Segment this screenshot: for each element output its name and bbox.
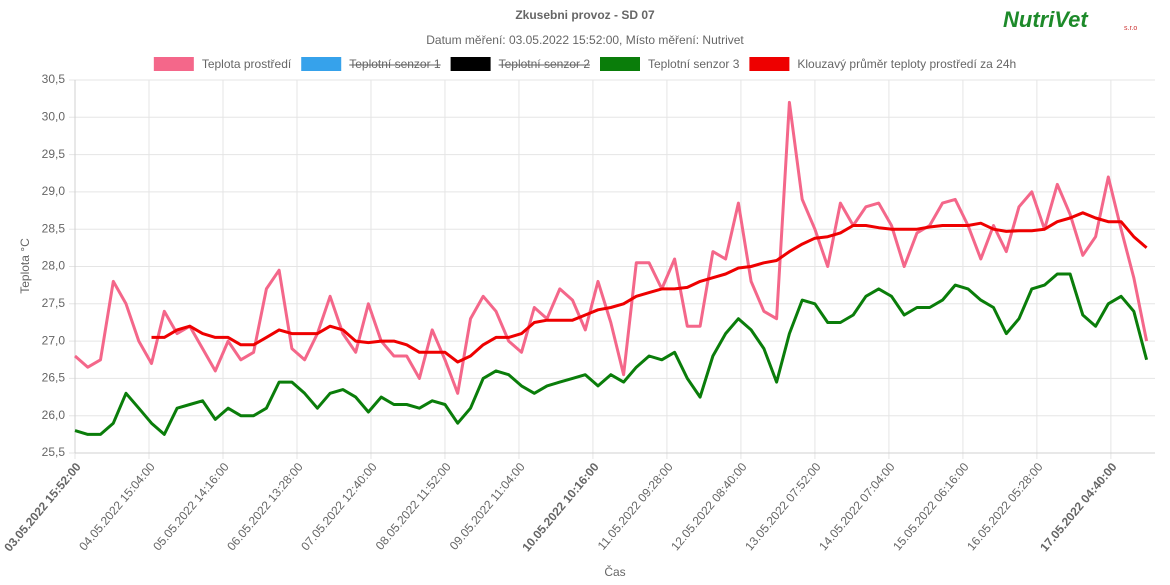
x-tick-label: 10.05.2022 10:16:00: [519, 460, 602, 555]
series-line: [74, 100, 1149, 395]
legend-label: Teplotní senzor 1: [349, 57, 441, 71]
y-tick-label: 27,0: [42, 333, 66, 347]
y-tick-label: 30,0: [42, 109, 66, 123]
legend: Teplota prostředí Teplotní senzor 1 Teplot…: [153, 57, 1016, 71]
legend-label: Teplota prostředí: [202, 57, 292, 71]
x-tick-label: 03.05.2022 15:52:00: [1, 460, 84, 555]
series-line: [151, 211, 1148, 364]
x-tick-label: 07.05.2022 12:40:00: [298, 460, 380, 554]
legend-item[interactable]: Teplotní senzor 1: [301, 57, 441, 71]
legend-swatch: [450, 57, 491, 71]
x-tick-label: 04.05.2022 15:04:00: [76, 460, 158, 554]
y-tick-label: 29,5: [42, 147, 66, 161]
legend-label: Teplotní senzor 3: [648, 57, 740, 71]
legend-item[interactable]: Teplotní senzor 3: [600, 57, 740, 71]
legend-swatch: [600, 57, 640, 71]
y-tick-label: 26,0: [42, 408, 66, 422]
y-tick-label: 28,0: [42, 259, 66, 273]
logo: NutriVet: [1003, 7, 1089, 32]
legend-swatch: [153, 57, 194, 71]
y-tick-label: 30,5: [42, 72, 66, 86]
x-tick-label: 13.05.2022 07:52:00: [742, 460, 824, 554]
y-tick-label: 28,5: [42, 221, 66, 235]
x-tick-label: 17.05.2022 04:40:00: [1037, 460, 1120, 555]
y-tick-label: 29,0: [42, 184, 66, 198]
legend-item[interactable]: Teplotní senzor 2: [450, 57, 591, 71]
legend-label: Klouzavý průměr teploty prostředí za 24h: [797, 57, 1016, 71]
logo-suffix: s.r.o: [1124, 25, 1137, 32]
x-tick-label: 05.05.2022 14:16:00: [150, 460, 232, 554]
x-tick-label: 06.05.2022 13:28:00: [224, 460, 306, 554]
y-axis-label: Teplota °C: [18, 238, 32, 294]
x-tick-label: 15.05.2022 06:16:00: [890, 460, 972, 554]
x-tick-label: 09.05.2022 11:04:00: [447, 460, 528, 553]
legend-item[interactable]: Klouzavý průměr teploty prostředí za 24h: [749, 57, 1016, 71]
x-tick-label: 14.05.2022 07:04:00: [816, 460, 898, 554]
legend-label: Teplotní senzor 2: [499, 57, 591, 71]
legend-swatch: [301, 57, 342, 71]
series-line: [74, 272, 1149, 436]
x-tick-label: 12.05.2022 08:40:00: [668, 460, 750, 554]
y-tick-label: 27,5: [42, 296, 66, 310]
y-tick-label: 26,5: [42, 371, 66, 385]
x-tick-label: 16.05.2022 05:28:00: [964, 460, 1046, 554]
legend-swatch: [749, 57, 790, 71]
x-tick-label: 11.05.2022 09:28:00: [595, 460, 676, 553]
x-tick-label: 08.05.2022 11:52:00: [373, 460, 454, 553]
chart-subtitle: Datum měření: 03.05.2022 15:52:00, Místo…: [426, 33, 744, 47]
y-tick-label: 25,5: [42, 445, 66, 459]
x-axis-label: Čas: [604, 564, 625, 579]
legend-item[interactable]: Teplota prostředí: [153, 57, 292, 71]
chart-title: Zkusebni provoz - SD 07: [515, 8, 655, 22]
